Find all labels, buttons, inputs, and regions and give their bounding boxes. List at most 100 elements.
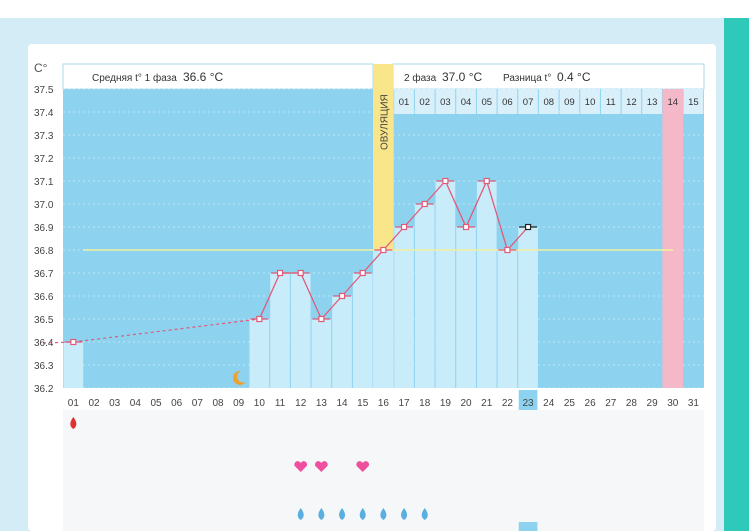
temperature-bar (518, 227, 538, 388)
data-point (524, 223, 532, 231)
phase2-label: 2 фаза (404, 72, 437, 84)
phase2-day-label: 01 (399, 97, 410, 108)
temperature-bar (435, 181, 456, 388)
data-point (70, 338, 77, 346)
current-day-marker (518, 390, 538, 410)
x-tick-label: 15 (357, 398, 369, 409)
phase2-day-cell (538, 89, 559, 114)
x-tick-label: 19 (440, 398, 452, 409)
temperature-bar (373, 250, 394, 388)
data-point (380, 246, 387, 254)
temperature-bar (394, 227, 414, 388)
x-tick-label: 02 (88, 398, 100, 409)
heart-icon (294, 461, 308, 472)
x-tick-label: 05 (150, 398, 162, 409)
phase2-day-cell (621, 89, 642, 114)
temperature-bar (352, 273, 373, 388)
temperature-bar (497, 250, 518, 388)
data-point (256, 315, 263, 323)
phase2-day-label: 15 (688, 97, 699, 108)
x-tick-label: 01 (68, 398, 80, 409)
phase2-day-cell (414, 89, 435, 114)
x-tick-label: 26 (585, 398, 597, 409)
heart-icon (356, 461, 370, 472)
phase2-day-label: 09 (564, 97, 575, 108)
phase2-header-box (392, 63, 705, 90)
x-tick-label: 30 (667, 398, 679, 409)
series-line-dashed (73, 318, 260, 343)
x-tick-label: 13 (316, 398, 328, 409)
x-tick-label: 20 (461, 398, 473, 409)
x-tick-label: 09 (233, 398, 245, 409)
x-tick-label: 07 (192, 398, 204, 409)
data-point (338, 292, 346, 300)
y-tick-label: 36.2 (34, 384, 54, 395)
temperature-bar (270, 273, 290, 388)
temperature-bar (476, 181, 497, 388)
moon-icon (232, 370, 246, 385)
x-tick-label: 04 (130, 398, 142, 409)
phase2-day-cell (435, 89, 456, 114)
data-point (504, 246, 511, 254)
expected-period-band (662, 89, 684, 388)
water-drop-icon (359, 508, 366, 520)
water-drop-icon (318, 508, 325, 520)
x-tick-label: 06 (171, 398, 183, 409)
phase2-day-label: 03 (440, 97, 451, 108)
phase2-day-cell (580, 89, 600, 114)
temperature-bar (456, 227, 476, 388)
phase2-value: 37.0 °C (442, 70, 482, 84)
x-tick-label: 25 (564, 398, 576, 409)
y-tick-label: 37.4 (34, 108, 54, 119)
data-point (359, 269, 366, 277)
blood-drop-icon (70, 417, 77, 429)
series-line (258, 179, 529, 321)
y-tick-label: 37.5 (34, 85, 54, 96)
data-point (462, 223, 470, 231)
ovulation-label: ОВУЛЯЦИЯ (379, 94, 390, 150)
x-tick-label: 03 (109, 398, 121, 409)
phase2-day-label: 08 (543, 97, 554, 108)
water-drop-icon (339, 508, 346, 520)
y-tick-label: 36.9 (34, 223, 54, 234)
y-tick-label: 36.5 (34, 315, 54, 326)
x-tick-label: 23 (523, 398, 535, 409)
phase2-day-label: 04 (461, 97, 472, 108)
phase2-day-label: 06 (502, 97, 513, 108)
phase1-value: 36.6 °C (183, 70, 223, 84)
phase2-day-cell (600, 89, 621, 114)
side-accent-stripe (724, 18, 749, 531)
phase2-day-label: 13 (647, 97, 658, 108)
x-tick-label: 11 (275, 398, 286, 409)
data-point (297, 269, 304, 277)
phase2-day-label: 02 (419, 97, 430, 108)
data-point (318, 315, 325, 323)
water-drop-icon (421, 508, 428, 520)
diff-label: Разница t° (503, 73, 551, 84)
phase2-day-label: 05 (481, 97, 492, 108)
phase2-day-cell (559, 89, 580, 114)
x-tick-label: 29 (647, 398, 659, 409)
phase1-label: Средняя t° 1 фаза (92, 72, 177, 84)
phase2-day-cell (497, 89, 518, 114)
temperature-bar (290, 273, 311, 388)
phase1-header-box (62, 63, 374, 90)
temperature-bar (332, 296, 352, 388)
phase2-day-label: 11 (606, 97, 616, 108)
data-point (276, 269, 284, 277)
y-tick-label: 37.1 (34, 177, 54, 188)
data-point (483, 177, 490, 185)
phase2-day-label: 14 (667, 97, 678, 108)
temperature-bar (414, 204, 435, 388)
phase2-day-cell (394, 89, 414, 114)
y-unit-label: C° (34, 61, 48, 75)
temperature-bar (63, 342, 84, 388)
y-tick-label: 36.6 (34, 292, 54, 303)
x-tick-label: 28 (626, 398, 638, 409)
water-drop-icon (401, 508, 408, 520)
y-tick-label: 36.7 (34, 269, 54, 280)
x-tick-label: 31 (688, 398, 700, 409)
phase2-day-cell (683, 89, 704, 114)
diff-value: 0.4 °C (557, 70, 591, 84)
x-tick-label: 12 (295, 398, 307, 409)
